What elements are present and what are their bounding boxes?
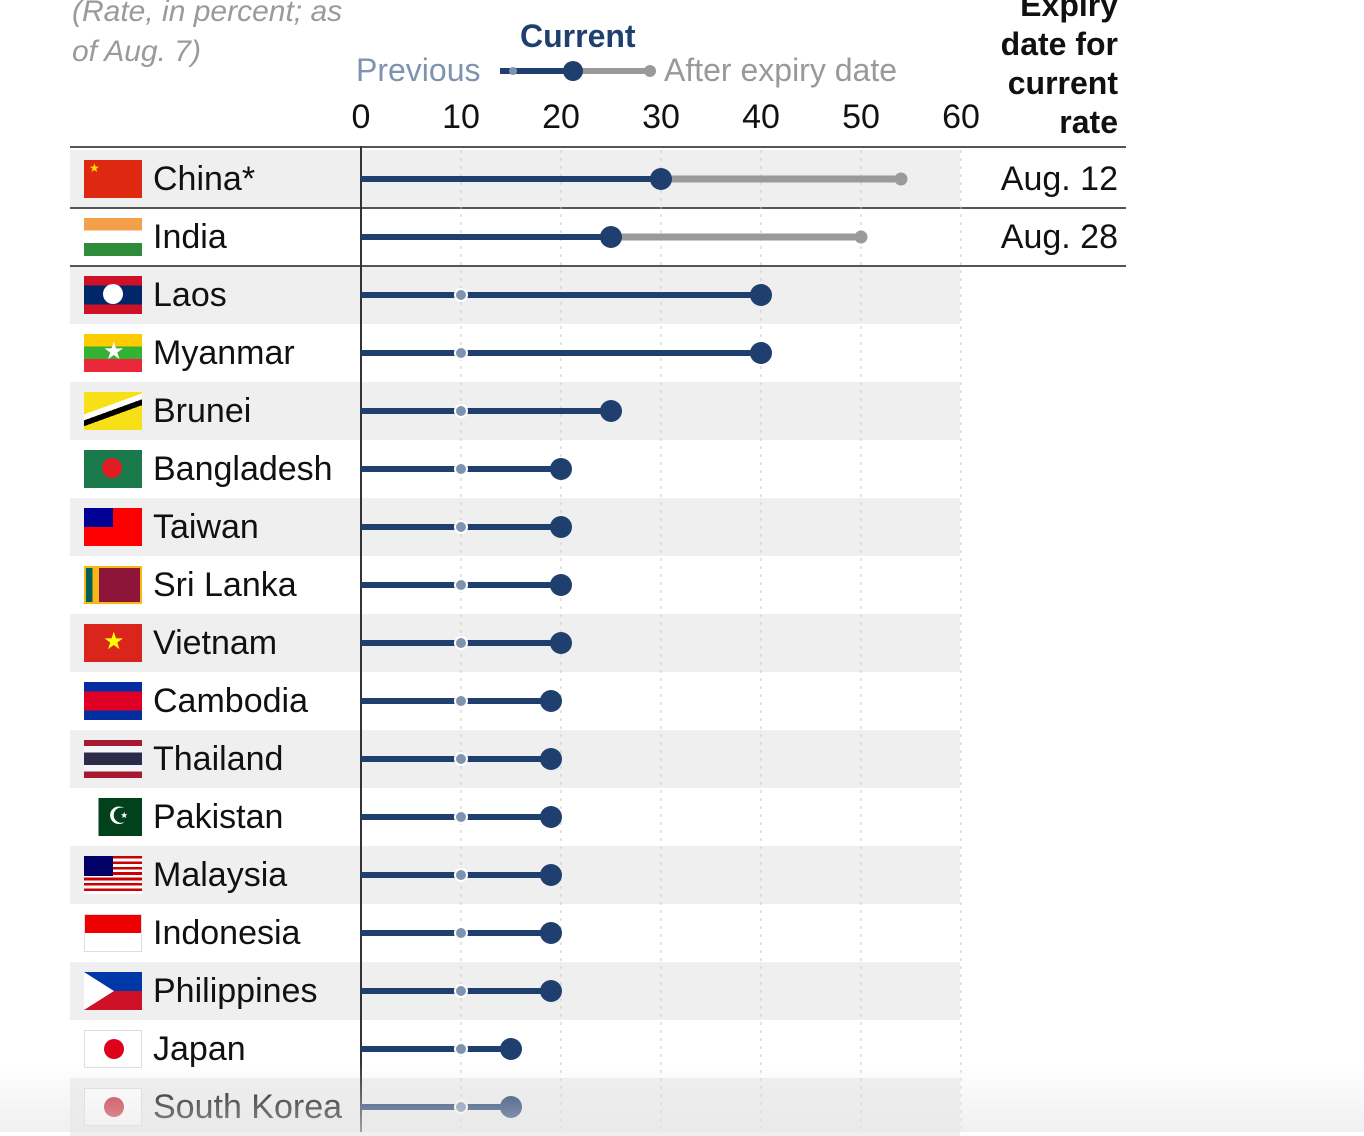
country-label: Japan [153,1030,246,1068]
current-rate-dot [540,806,562,828]
legend-previous-dot [509,67,517,75]
flag-pakistan-icon: ☪ [84,798,142,836]
country-label: Cambodia [153,682,308,720]
current-rate-dot [550,458,572,480]
expiry-header-line: rate [1059,104,1118,140]
flag-bangladesh-icon [84,450,142,488]
previous-rate-dot [454,520,468,534]
legend-after-dot [644,65,656,77]
x-tick-label: 30 [642,98,680,136]
flag-vietnam-icon: ★ [84,624,142,662]
flag-myanmar-icon: ★ [84,334,142,372]
x-tick-label: 40 [742,98,780,136]
x-tick-label: 0 [351,98,371,136]
country-label: Pakistan [153,798,284,836]
current-rate-dot [540,748,562,770]
expiry-column-header: Expiry date for current rate [1001,0,1118,142]
previous-rate-dot [454,636,468,650]
previous-rate-dot [454,926,468,940]
current-rate-dot [540,864,562,886]
current-rate-dot [600,226,622,248]
flag-indonesia-icon [84,914,142,952]
flag-srilanka-icon [84,566,142,604]
current-rate-dot [540,922,562,944]
legend-current-dot [563,61,583,81]
legend-previous: Previous [356,52,481,88]
country-label: Vietnam [153,624,278,662]
country-label: Taiwan [153,508,259,546]
previous-rate-dot [454,810,468,824]
current-rate-dot [550,516,572,538]
flag-japan-icon [84,1030,142,1068]
expiry-header-line: current [1007,65,1118,101]
country-label: Philippines [153,972,318,1010]
current-rate-dot [550,574,572,596]
expiry-header-line: date for [1000,26,1118,62]
previous-rate-dot [454,404,468,418]
expiry-date: Aug. 28 [1000,218,1118,256]
current-rate-dot [600,400,622,422]
legend-current: Current [520,18,636,54]
country-label: India [153,218,227,256]
country-label: Thailand [153,740,284,778]
previous-rate-dot [454,462,468,476]
current-rate-dot [750,284,772,306]
x-tick-label: 20 [542,98,580,136]
current-rate-dot [550,632,572,654]
expiry-header-line: Expiry [1020,0,1118,23]
current-rate-dot [500,1038,522,1060]
previous-rate-dot [454,288,468,302]
previous-rate-dot [454,752,468,766]
legend-after-expiry: After expiry date [664,52,897,88]
flag-malaysia-icon [84,856,142,894]
row-divider [70,207,1126,209]
flag-cambodia-icon [84,682,142,720]
previous-rate-dot [454,1042,468,1056]
flag-philippines-icon [84,972,142,1010]
country-label: Brunei [153,392,252,430]
previous-rate-dot [454,346,468,360]
after-expiry-dot [894,172,908,186]
x-tick-label: 50 [842,98,880,136]
country-label: Malaysia [153,856,288,894]
current-rate-dot [540,980,562,1002]
row-divider [70,146,1126,148]
row-divider [70,265,1126,267]
flag-india-icon [84,218,142,256]
current-rate-dot [650,168,672,190]
flag-thailand-icon [84,740,142,778]
chart-subtitle: (Rate, in percent; as of Aug. 7) [72,0,343,68]
country-label: Bangladesh [153,450,333,488]
current-rate-dot [540,690,562,712]
previous-rate-dot [454,984,468,998]
previous-rate-dot [454,1100,468,1114]
country-label: Laos [153,276,227,314]
country-label: China* [153,160,256,198]
previous-rate-dot [454,578,468,592]
country-label: Indonesia [153,914,301,952]
expiry-date: Aug. 12 [1000,160,1118,198]
current-rate-dot [500,1096,522,1118]
x-tick-label: 60 [942,98,980,136]
country-label: Myanmar [153,334,295,372]
x-tick-label: 10 [442,98,480,136]
previous-rate-dot [454,694,468,708]
flag-taiwan-icon [84,508,142,546]
previous-rate-dot [454,868,468,882]
flag-laos-icon [84,276,142,314]
after-expiry-dot [854,230,868,244]
country-label: Sri Lanka [153,566,297,604]
flag-brunei-icon [84,392,142,430]
current-rate-dot [750,342,772,364]
flag-china-icon: ★ [84,160,142,198]
